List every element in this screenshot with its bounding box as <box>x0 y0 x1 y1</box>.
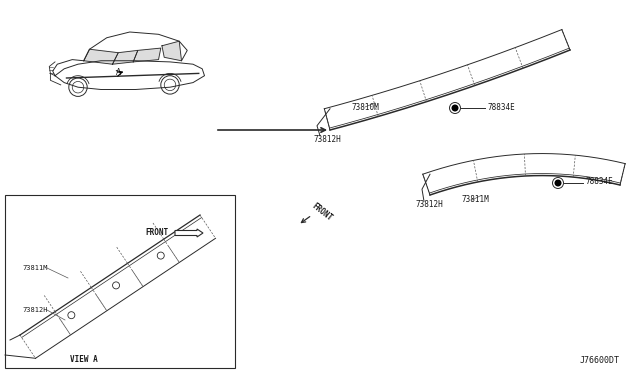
Text: FRONT: FRONT <box>145 228 168 237</box>
FancyArrow shape <box>175 229 203 237</box>
Circle shape <box>554 180 561 186</box>
Polygon shape <box>162 41 182 61</box>
Text: J76600DT: J76600DT <box>580 356 620 365</box>
Circle shape <box>451 105 458 112</box>
Text: 78834E: 78834E <box>487 103 515 112</box>
Text: 73810M: 73810M <box>352 103 380 112</box>
Polygon shape <box>133 48 161 62</box>
Text: 73812H: 73812H <box>314 135 342 144</box>
Text: 73811M: 73811M <box>462 195 490 204</box>
Text: FRONT: FRONT <box>310 201 334 223</box>
Text: 78834E: 78834E <box>585 177 612 186</box>
Text: 73812H: 73812H <box>22 307 47 313</box>
Text: 73812H: 73812H <box>416 200 444 209</box>
Polygon shape <box>84 49 118 64</box>
Text: VIEW A: VIEW A <box>70 355 98 364</box>
Text: 73811M: 73811M <box>22 265 47 271</box>
Polygon shape <box>113 50 138 64</box>
Text: A: A <box>116 68 121 77</box>
Bar <box>5 195 235 368</box>
